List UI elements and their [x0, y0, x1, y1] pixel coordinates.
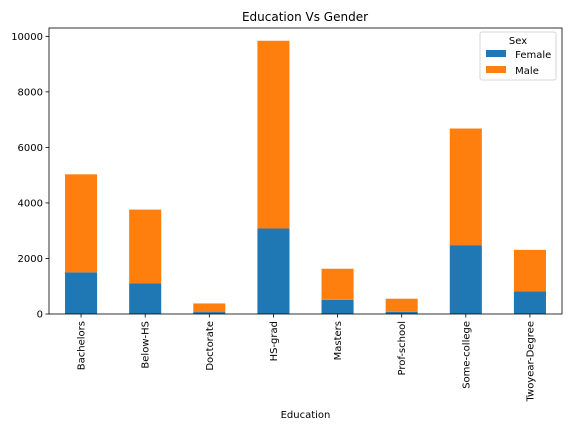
y-tick-label: 4000: [18, 198, 43, 209]
bar-female-twoyear-degree: [513, 291, 546, 314]
y-tick-label: 8000: [18, 87, 43, 98]
bar-male-below-hs: [129, 209, 162, 284]
legend-title: Sex: [509, 36, 527, 47]
bar-male-twoyear-degree: [513, 249, 546, 292]
bar-female-some-college: [449, 245, 482, 314]
legend: Sex Female Male: [479, 31, 557, 81]
x-tick-label: Masters: [333, 321, 344, 360]
bar-female-prof-school: [385, 311, 418, 314]
legend-swatch-female: [486, 50, 506, 57]
legend-swatch-male: [486, 66, 506, 73]
bar-marks: [65, 40, 546, 314]
x-tick-label: Below-HS: [141, 321, 152, 369]
bar-male-doctorate: [193, 303, 226, 313]
bar-female-hs-grad: [257, 228, 290, 314]
x-tick-label: Some-college: [461, 321, 472, 389]
bar-female-doctorate: [193, 312, 226, 314]
bar-female-bachelors: [65, 272, 98, 314]
x-tick-label: Prof-school: [397, 321, 408, 376]
y-tick-label: 10000: [11, 32, 43, 43]
bar-male-masters: [321, 268, 354, 300]
legend-label-male: Male: [512, 66, 539, 77]
legend-label-female: Female: [512, 50, 551, 61]
bar-male-some-college: [449, 128, 482, 246]
bar-male-prof-school: [385, 298, 418, 312]
bar-female-masters: [321, 299, 354, 314]
chart-title: Education Vs Gender: [242, 10, 368, 24]
bar-female-below-hs: [129, 283, 162, 314]
x-tick-label: Bachelors: [77, 321, 88, 370]
y-tick-label: 6000: [18, 143, 43, 154]
x-tick-label: HS-grad: [269, 321, 280, 361]
plot-frame: [48, 27, 563, 315]
y-tick-label: 0: [37, 310, 43, 321]
x-tick-label: Twoyear-Degree: [525, 321, 536, 402]
bar-male-hs-grad: [257, 40, 290, 229]
x-axis-title: Education: [281, 410, 331, 421]
y-axis: 0 2000 4000 6000 8000 10000: [11, 32, 49, 321]
x-axis: Bachelors Below-HS Doctorate HS-grad Masters…: [77, 314, 536, 402]
x-tick-label: Doctorate: [205, 321, 216, 371]
bar-male-bachelors: [65, 174, 98, 273]
y-tick-label: 2000: [18, 254, 43, 265]
